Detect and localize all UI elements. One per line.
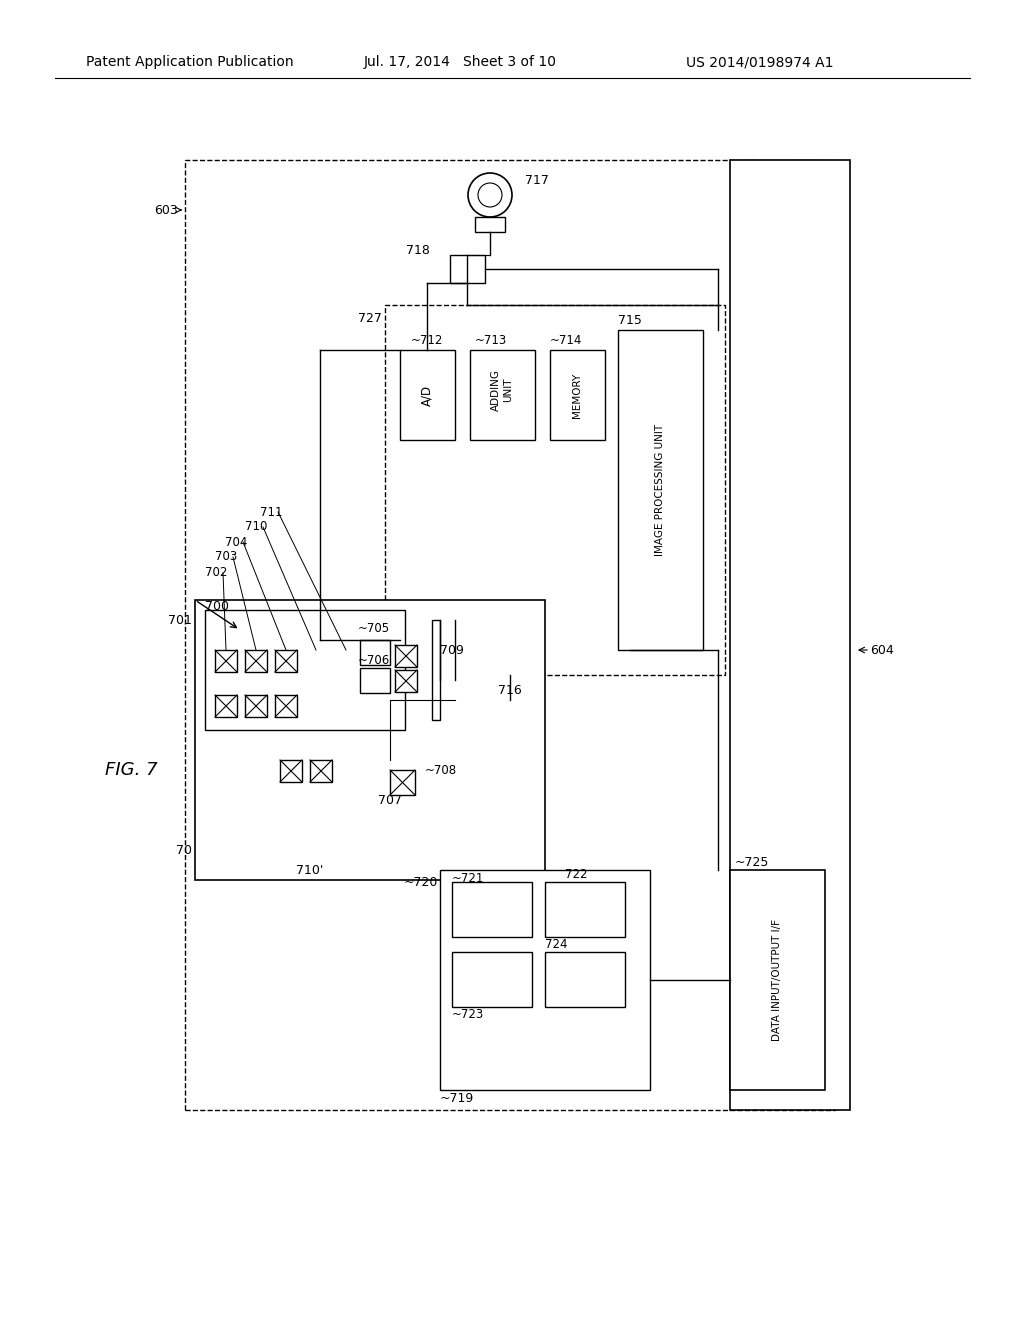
Bar [395,645,417,667]
Bar [452,882,532,937]
Bar [245,696,267,717]
Text: DATA INPUT/OUTPUT I/F: DATA INPUT/OUTPUT I/F [772,919,782,1041]
Bar [215,696,237,717]
Text: ~719: ~719 [440,1092,474,1105]
Text: ~723: ~723 [452,1008,484,1022]
Text: IMAGE PROCESSING UNIT: IMAGE PROCESSING UNIT [655,424,665,556]
Text: 711: 711 [260,506,283,519]
Bar [185,160,835,1110]
Text: ~708: ~708 [425,763,457,776]
Text: 722: 722 [565,869,588,882]
Bar [360,668,390,693]
Text: 717: 717 [525,173,549,186]
Text: Jul. 17, 2014   Sheet 3 of 10: Jul. 17, 2014 Sheet 3 of 10 [364,55,556,69]
Text: 707: 707 [378,793,402,807]
Text: 710: 710 [245,520,267,533]
Text: 710': 710' [296,863,324,876]
Bar [432,620,440,719]
Bar [400,350,455,440]
Text: 718: 718 [407,243,430,256]
Text: 701: 701 [168,614,193,627]
Bar [550,350,605,440]
Text: ~712: ~712 [411,334,443,346]
Bar [275,696,297,717]
Bar [395,671,417,692]
Bar [545,952,625,1007]
Text: ~706: ~706 [358,653,390,667]
Bar [730,160,850,1110]
Bar [450,255,485,282]
Text: 704: 704 [225,536,248,549]
Bar [280,760,302,781]
Text: A/D: A/D [421,384,433,405]
Text: 703: 703 [215,550,238,564]
Bar [545,882,625,937]
Text: 715: 715 [618,314,642,326]
Bar [195,601,545,880]
Text: FIG. 7: FIG. 7 [105,762,158,779]
Bar [385,305,725,675]
Text: ~721: ~721 [452,871,484,884]
Text: 70: 70 [176,843,193,857]
Text: 716: 716 [498,684,522,697]
Text: US 2014/0198974 A1: US 2014/0198974 A1 [686,55,834,69]
Text: ~725: ~725 [735,855,769,869]
Bar [475,216,505,232]
Bar [275,649,297,672]
Text: 604: 604 [870,644,894,656]
Text: ~705: ~705 [358,622,390,635]
Text: 724: 724 [545,939,567,952]
Bar [215,649,237,672]
Bar [310,760,332,781]
Bar [618,330,703,649]
Text: MEMORY: MEMORY [572,372,582,417]
Text: ~720: ~720 [403,875,438,888]
Text: ~714: ~714 [550,334,583,346]
Bar [390,770,415,795]
Bar [360,640,390,665]
Bar [452,952,532,1007]
Text: Patent Application Publication: Patent Application Publication [86,55,294,69]
Text: 727: 727 [358,312,382,325]
Bar [470,350,535,440]
Bar [205,610,406,730]
Bar [440,870,650,1090]
Text: 709: 709 [440,644,464,656]
Text: 702: 702 [205,566,227,579]
Bar [245,649,267,672]
Text: 603: 603 [155,203,178,216]
Text: ~713: ~713 [475,334,507,346]
Text: ADDING
UNIT: ADDING UNIT [492,370,513,411]
Bar [730,870,825,1090]
Text: 700: 700 [205,601,229,614]
